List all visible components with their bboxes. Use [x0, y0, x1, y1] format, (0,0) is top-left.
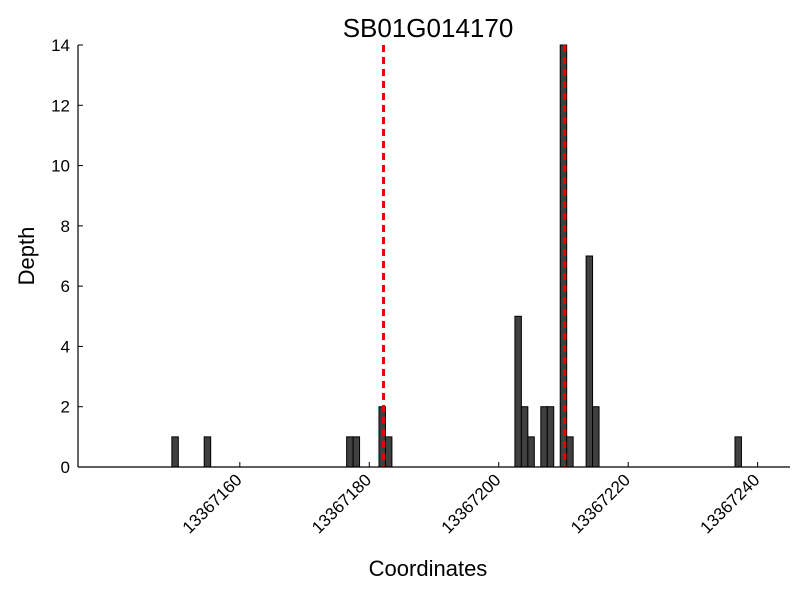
bar: [540, 406, 548, 468]
axes-group: [77, 45, 790, 468]
x-tick-label: 13367220: [567, 470, 634, 537]
x-axis-label: Coordinates: [369, 556, 488, 581]
x-tick-label: 13367180: [308, 470, 375, 537]
y-ticks: 0 2 4 6 8 10 12 14: [51, 36, 83, 477]
y-tick-label: 0: [61, 458, 70, 477]
chart-title: SB01G014170: [343, 13, 514, 43]
bar: [546, 406, 555, 468]
bars-group: [171, 44, 742, 468]
y-tick-label: 8: [61, 217, 70, 236]
bar: [520, 406, 529, 468]
y-tick-label: 14: [51, 36, 70, 55]
bar: [346, 436, 354, 468]
y-tick-label: 4: [61, 337, 70, 356]
bar: [592, 406, 600, 468]
y-axis-label: Depth: [14, 227, 39, 286]
y-tick-label: 10: [51, 157, 70, 176]
x-ticks: 13367160 13367180 13367200 13367220 13367240: [179, 462, 764, 537]
x-tick-label: 13367200: [438, 470, 505, 537]
bar: [734, 436, 742, 468]
bar: [352, 436, 361, 468]
bar: [527, 436, 535, 468]
y-tick-label: 6: [61, 277, 70, 296]
y-tick-label: 12: [51, 96, 70, 115]
bar: [203, 436, 212, 468]
bar: [514, 315, 522, 468]
y-tick-label: 2: [61, 398, 70, 417]
bar: [585, 255, 594, 468]
x-tick-label: 13367160: [179, 470, 246, 537]
bar: [171, 436, 179, 468]
bar: [384, 436, 393, 468]
bar: [566, 436, 574, 468]
reference-lines: [382, 45, 567, 467]
x-tick-label: 13367240: [697, 470, 764, 537]
